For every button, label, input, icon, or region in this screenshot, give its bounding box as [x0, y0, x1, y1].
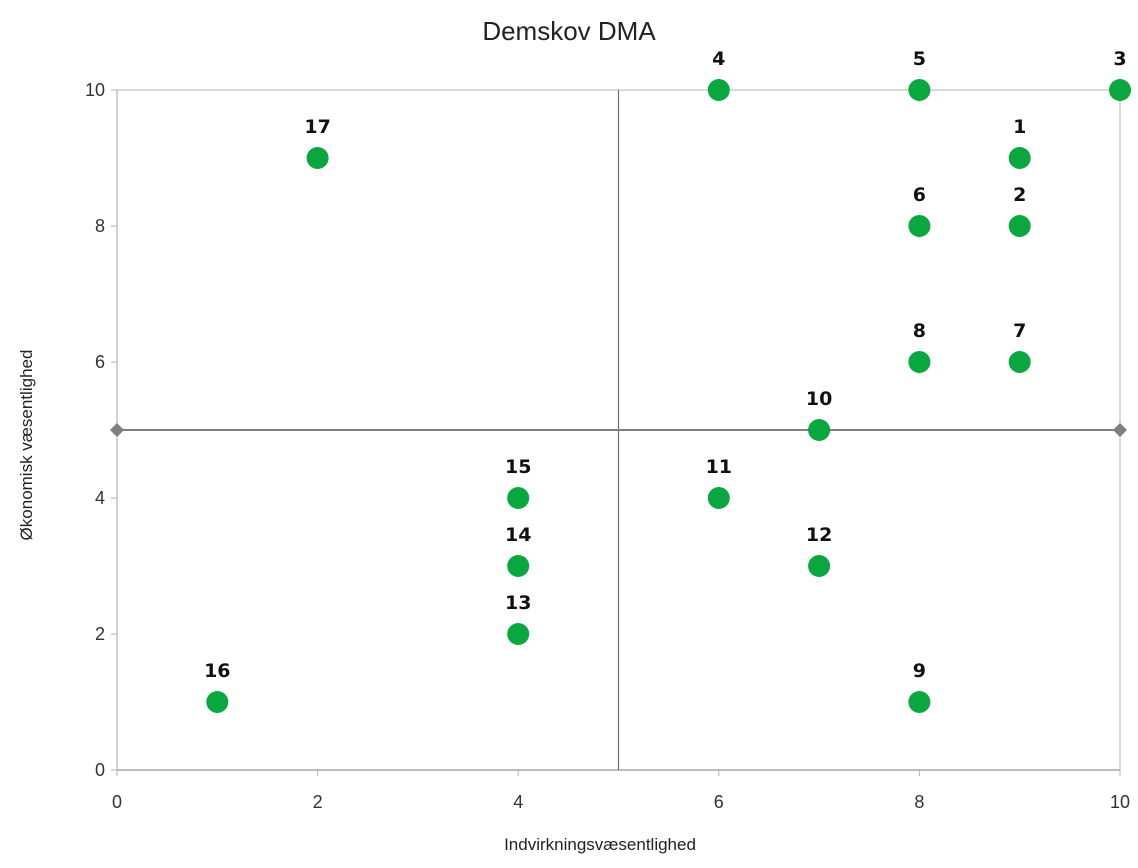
data-label-4: 4	[712, 48, 725, 70]
y-tick-label: 10	[85, 80, 105, 100]
data-label-12: 12	[806, 524, 832, 546]
threshold-marker	[1113, 423, 1127, 437]
data-label-7: 7	[1013, 320, 1026, 342]
threshold-marker	[110, 423, 124, 437]
data-label-8: 8	[913, 320, 926, 342]
data-label-5: 5	[913, 48, 926, 70]
data-point-1	[1008, 147, 1031, 169]
data-label-9: 9	[913, 660, 926, 682]
data-point-6	[908, 215, 931, 237]
data-point-2	[1008, 215, 1031, 237]
data-label-17: 17	[304, 116, 330, 138]
data-label-3: 3	[1113, 48, 1126, 70]
y-axis-title: Økonomisk væsentlighed	[17, 350, 36, 541]
data-label-6: 6	[913, 184, 926, 206]
data-label-10: 10	[806, 388, 832, 410]
y-axis-ticks: 0 2 4 6 8 10	[85, 80, 117, 780]
data-point-13	[507, 623, 530, 645]
data-point-9	[908, 691, 931, 713]
data-label-2: 2	[1013, 184, 1026, 206]
y-tick-label: 4	[95, 488, 105, 508]
x-tick-label: 2	[313, 792, 323, 812]
x-tick-label: 0	[112, 792, 122, 812]
data-point-12	[808, 555, 831, 577]
data-point-8	[908, 351, 931, 373]
data-label-11: 11	[706, 456, 732, 478]
threshold-lines	[110, 90, 1127, 770]
data-point-5	[908, 79, 931, 101]
x-tick-label: 6	[714, 792, 724, 812]
data-point-17	[306, 147, 329, 169]
y-tick-label: 6	[95, 352, 105, 372]
data-label-16: 16	[204, 660, 230, 682]
data-label-1: 1	[1013, 116, 1026, 138]
data-point-7	[1008, 351, 1031, 373]
data-point-10	[808, 419, 831, 441]
data-point-16	[206, 691, 229, 713]
chart-title: Demskov DMA	[482, 16, 656, 46]
x-tick-label: 8	[914, 792, 924, 812]
data-point-4	[707, 79, 730, 101]
data-label-14: 14	[505, 524, 531, 546]
x-tick-label: 4	[513, 792, 523, 812]
y-tick-label: 2	[95, 624, 105, 644]
data-label-13: 13	[505, 592, 531, 614]
data-point-3	[1109, 79, 1131, 101]
data-point-14	[507, 555, 530, 577]
data-point-11	[707, 487, 730, 509]
x-tick-label: 10	[1110, 792, 1130, 812]
data-point-15	[507, 487, 530, 509]
data-label-15: 15	[505, 456, 531, 478]
y-tick-label: 8	[95, 216, 105, 236]
x-axis-title: Indvirkningsvæsentlighed	[504, 835, 696, 854]
x-axis-ticks: 0 2 4 6 8 10	[112, 770, 1130, 812]
y-tick-label: 0	[95, 760, 105, 780]
